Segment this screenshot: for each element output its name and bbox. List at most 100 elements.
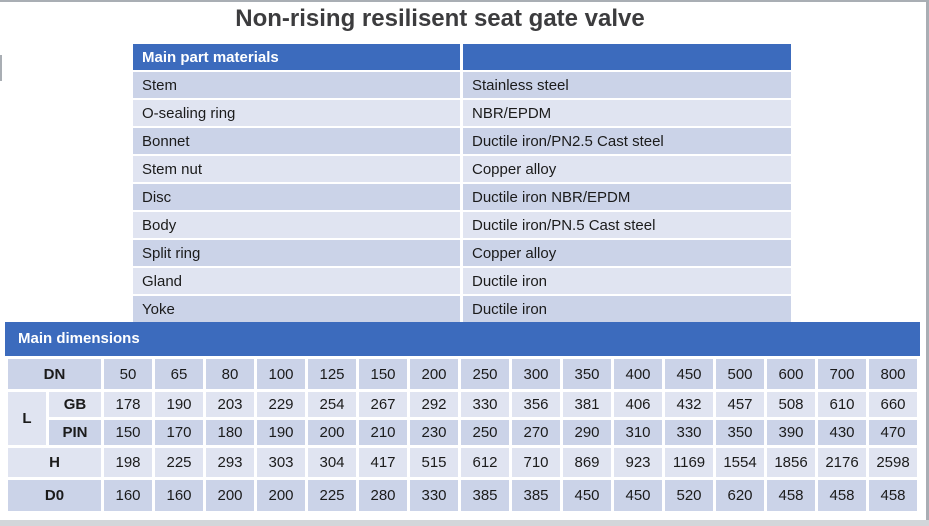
- d0-value-cell: 160: [104, 480, 153, 511]
- gb-value-cell: 406: [614, 392, 663, 417]
- material-value-cell: Stainless steel: [463, 72, 791, 100]
- l-label-cell: L: [8, 392, 46, 445]
- d0-row: D0 160 160 200 200 225 280 330 385 385 450 450 520 6…: [8, 480, 918, 511]
- materials-row: Gland Ductile iron: [133, 268, 791, 296]
- pin-value-cell: 190: [257, 420, 306, 445]
- dn-value-cell: 250: [461, 359, 510, 389]
- d0-value-cell: 450: [614, 480, 663, 511]
- gb-value-cell: 330: [461, 392, 510, 417]
- main-dimensions-table: DN 50 65 80 100 125 150 200 250 300 350 400 450 500 6…: [5, 356, 920, 514]
- h-value-cell: 417: [359, 448, 408, 477]
- h-value-cell: 303: [257, 448, 306, 477]
- dn-row: DN 50 65 80 100 125 150 200 250 300 350 400 450 500 6…: [8, 359, 918, 389]
- materials-row: Disc Ductile iron NBR/EPDM: [133, 184, 791, 212]
- part-name-cell: Body: [133, 212, 463, 240]
- pin-value-cell: 200: [308, 420, 357, 445]
- d0-value-cell: 385: [512, 480, 561, 511]
- material-value-cell: Ductile iron/PN.5 Cast steel: [463, 212, 791, 240]
- h-value-cell: 198: [104, 448, 153, 477]
- material-value-cell: Ductile iron/PN2.5 Cast steel: [463, 128, 791, 156]
- gb-value-cell: 610: [818, 392, 867, 417]
- h-value-cell: 1554: [716, 448, 765, 477]
- pin-value-cell: 270: [512, 420, 561, 445]
- materials-row: Split ring Copper alloy: [133, 240, 791, 268]
- d0-value-cell: 385: [461, 480, 510, 511]
- materials-header-row: Main part materials: [133, 44, 791, 72]
- gb-value-cell: 178: [104, 392, 153, 417]
- d0-value-cell: 200: [257, 480, 306, 511]
- gb-value-cell: 203: [206, 392, 255, 417]
- h-value-cell: 923: [614, 448, 663, 477]
- gb-value-cell: 457: [716, 392, 765, 417]
- material-value-cell: Copper alloy: [463, 156, 791, 184]
- part-name-cell: Stem nut: [133, 156, 463, 184]
- materials-row: Yoke Ductile iron: [133, 296, 791, 324]
- pin-label-cell: PIN: [49, 420, 102, 445]
- h-value-cell: 1169: [665, 448, 714, 477]
- pin-value-cell: 350: [716, 420, 765, 445]
- pin-value-cell: 150: [104, 420, 153, 445]
- materials-header-title: Main part materials: [133, 44, 463, 72]
- h-value-cell: 225: [155, 448, 204, 477]
- d0-value-cell: 225: [308, 480, 357, 511]
- dn-value-cell: 100: [257, 359, 306, 389]
- material-value-cell: Ductile iron: [463, 268, 791, 296]
- d0-value-cell: 160: [155, 480, 204, 511]
- d0-value-cell: 200: [206, 480, 255, 511]
- h-value-cell: 1856: [767, 448, 816, 477]
- h-value-cell: 304: [308, 448, 357, 477]
- part-name-cell: Disc: [133, 184, 463, 212]
- gb-value-cell: 508: [767, 392, 816, 417]
- dn-value-cell: 300: [512, 359, 561, 389]
- d0-label-cell: D0: [8, 480, 102, 511]
- l-gb-row: L GB 178 190 203 229 254 267 292 330 356 381 406 43…: [8, 392, 918, 445]
- pin-value-cell: 210: [359, 420, 408, 445]
- dn-value-cell: 350: [563, 359, 612, 389]
- pin-value-cell: 230: [410, 420, 459, 445]
- dn-value-cell: 800: [869, 359, 918, 389]
- h-label-cell: H: [8, 448, 102, 477]
- gb-value-cell: 190: [155, 392, 204, 417]
- main-dimensions-header: Main dimensions: [5, 322, 920, 356]
- pin-value-cell: 290: [563, 420, 612, 445]
- pin-value-cell: 310: [614, 420, 663, 445]
- h-value-cell: 2598: [869, 448, 918, 477]
- part-name-cell: Gland: [133, 268, 463, 296]
- materials-row: O-sealing ring NBR/EPDM: [133, 100, 791, 128]
- page-right-border: [926, 0, 929, 526]
- h-value-cell: 869: [563, 448, 612, 477]
- materials-header-empty-cell: [463, 44, 791, 72]
- d0-value-cell: 520: [665, 480, 714, 511]
- gb-value-cell: 660: [869, 392, 918, 417]
- d0-value-cell: 450: [563, 480, 612, 511]
- main-part-materials-table: Main part materials Stem Stainless steel O…: [133, 44, 791, 324]
- pin-value-cell: 250: [461, 420, 510, 445]
- gb-value-cell: 267: [359, 392, 408, 417]
- part-name-cell: Yoke: [133, 296, 463, 324]
- d0-value-cell: 458: [818, 480, 867, 511]
- materials-row: Body Ductile iron/PN.5 Cast steel: [133, 212, 791, 240]
- d0-value-cell: 458: [767, 480, 816, 511]
- d0-value-cell: 330: [410, 480, 459, 511]
- pin-value-cell: 430: [818, 420, 867, 445]
- part-name-cell: Split ring: [133, 240, 463, 268]
- dn-value-cell: 500: [716, 359, 765, 389]
- gb-label-cell: GB: [49, 392, 102, 417]
- h-value-cell: 612: [461, 448, 510, 477]
- dn-value-cell: 125: [308, 359, 357, 389]
- dn-value-cell: 150: [359, 359, 408, 389]
- pin-value-cell: 170: [155, 420, 204, 445]
- dn-value-cell: 600: [767, 359, 816, 389]
- pin-value-cell: 470: [869, 420, 918, 445]
- d0-value-cell: 620: [716, 480, 765, 511]
- h-value-cell: 2176: [818, 448, 867, 477]
- dn-value-cell: 450: [665, 359, 714, 389]
- pin-value-cell: 330: [665, 420, 714, 445]
- gb-value-cell: 292: [410, 392, 459, 417]
- gb-value-cell: 254: [308, 392, 357, 417]
- gb-value-cell: 356: [512, 392, 561, 417]
- material-value-cell: Ductile iron: [463, 296, 791, 324]
- d0-value-cell: 280: [359, 480, 408, 511]
- dn-value-cell: 400: [614, 359, 663, 389]
- part-name-cell: O-sealing ring: [133, 100, 463, 128]
